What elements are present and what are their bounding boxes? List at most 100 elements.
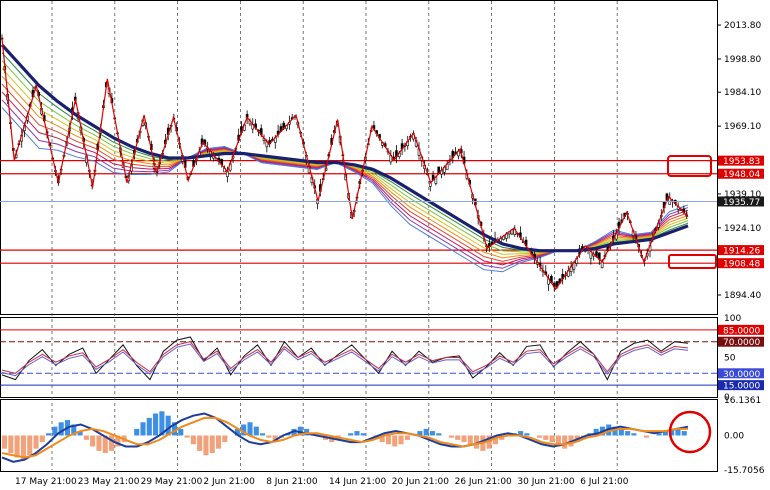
time-label: 20 Jun 21:00 bbox=[392, 477, 449, 487]
macd-bar bbox=[134, 428, 140, 436]
macd-bar bbox=[429, 431, 436, 436]
candle-body bbox=[600, 261, 604, 269]
macd-bar bbox=[675, 428, 681, 436]
time-label: 17 May 21:00 bbox=[15, 477, 77, 487]
level-tag-label: 1914.26 bbox=[723, 247, 760, 257]
macd-bar bbox=[52, 426, 58, 436]
price-tick-label: 1894.40 bbox=[724, 291, 761, 301]
time-label: 2 Jun 21:00 bbox=[203, 477, 255, 487]
macd-bar bbox=[96, 435, 102, 451]
macd-line bbox=[1, 412, 689, 463]
level-tag-label: 1953.83 bbox=[723, 157, 760, 167]
macd-bar bbox=[625, 431, 631, 436]
price-tick-label: 1939.10 bbox=[724, 190, 761, 200]
macd-bar bbox=[417, 431, 423, 436]
macd-bar bbox=[549, 435, 555, 443]
level-tag-label: 1908.48 bbox=[723, 260, 760, 270]
macd-bar bbox=[524, 433, 530, 436]
macd-bar bbox=[379, 435, 385, 443]
macd-bar bbox=[71, 424, 77, 436]
macd-bar bbox=[222, 435, 228, 443]
macd-bar bbox=[555, 435, 561, 447]
macd-bar bbox=[436, 433, 442, 436]
macd-bar bbox=[77, 431, 83, 436]
rsi-level-tag bbox=[718, 368, 764, 379]
rsi-level-tag bbox=[718, 380, 764, 391]
highlight-box-lower bbox=[668, 254, 717, 269]
macd-axis: 16.1361 0.00 -15.7056 bbox=[724, 396, 765, 476]
rsi-level-tag bbox=[718, 336, 764, 347]
macd-bar bbox=[190, 435, 196, 445]
macd-bar bbox=[58, 422, 64, 436]
macd-bar bbox=[272, 435, 278, 440]
macd-bar bbox=[297, 426, 303, 436]
macd-bar bbox=[631, 433, 637, 436]
macd-bar bbox=[392, 435, 398, 447]
macd-bar bbox=[354, 431, 360, 436]
time-label: 30 Jun 21:00 bbox=[517, 477, 574, 487]
macd-bar bbox=[304, 428, 310, 436]
macd-bar bbox=[102, 435, 108, 454]
macd-tick-label: 0.00 bbox=[724, 431, 744, 441]
zigzag-indicator bbox=[1, 38, 689, 291]
macd-bar bbox=[618, 428, 624, 436]
macd-bar bbox=[543, 435, 549, 440]
macd-bar bbox=[266, 435, 272, 438]
macd-bar bbox=[165, 415, 171, 436]
macd-bar bbox=[215, 435, 222, 449]
time-label: 8 Jun 21:00 bbox=[266, 477, 318, 487]
macd-bar bbox=[643, 435, 650, 438]
macd-bar bbox=[612, 426, 618, 436]
rsi-level-tag bbox=[718, 324, 764, 335]
macd-bar bbox=[518, 431, 524, 436]
macd-bar bbox=[234, 428, 240, 436]
level-tag bbox=[718, 155, 764, 166]
macd-tick-label: -15.7056 bbox=[724, 466, 765, 476]
macd-highlight-circle bbox=[668, 410, 712, 454]
macd-histogram bbox=[2, 411, 687, 460]
macd-bar bbox=[203, 435, 209, 456]
rsi-line-tertiary bbox=[1, 343, 689, 377]
macd-bar bbox=[115, 435, 121, 447]
price-tick-label: 1984.10 bbox=[724, 88, 761, 98]
level-tag-label: 1948.04 bbox=[723, 170, 760, 180]
macd-bar bbox=[27, 435, 33, 456]
macd-bar bbox=[656, 433, 662, 436]
macd-bar bbox=[171, 422, 178, 436]
macd-bar bbox=[669, 428, 675, 436]
macd-bar bbox=[197, 435, 203, 451]
macd-bar bbox=[474, 435, 480, 449]
slow-moving-average-line bbox=[0, 43, 689, 253]
macd-panel-frame bbox=[0, 399, 718, 472]
macd-bar bbox=[360, 433, 366, 436]
macd-tick-label: 16.1361 bbox=[724, 396, 761, 406]
rsi-tick-label: 100 bbox=[724, 314, 741, 324]
time-label: 23 May 21:00 bbox=[78, 477, 140, 487]
macd-bar bbox=[423, 428, 429, 436]
macd-bar bbox=[39, 435, 45, 443]
macd-bar bbox=[159, 411, 165, 436]
rsi-tick-label: 0 bbox=[724, 393, 730, 403]
macd-bar bbox=[448, 435, 454, 438]
price-tick-label: 1924.10 bbox=[724, 224, 761, 234]
macd-bar bbox=[90, 435, 96, 447]
macd-bar bbox=[20, 435, 26, 460]
macd-bar bbox=[662, 431, 668, 436]
macd-bar bbox=[46, 433, 52, 436]
macd-bar bbox=[404, 435, 410, 440]
current-price-tag bbox=[718, 196, 764, 207]
macd-bar bbox=[153, 413, 159, 436]
macd-bar bbox=[385, 435, 392, 445]
level-tag bbox=[718, 168, 764, 179]
macd-bar bbox=[536, 435, 543, 438]
rsi-line-primary bbox=[1, 336, 689, 381]
macd-bar bbox=[455, 435, 461, 440]
macd-bar bbox=[260, 433, 266, 436]
macd-bar bbox=[467, 435, 473, 445]
macd-bar bbox=[486, 435, 492, 449]
price-tick-label: 2013.80 bbox=[724, 21, 761, 31]
rsi-axis: 100 50 0 bbox=[724, 314, 741, 403]
price-tick-label: 1998.80 bbox=[724, 55, 761, 65]
